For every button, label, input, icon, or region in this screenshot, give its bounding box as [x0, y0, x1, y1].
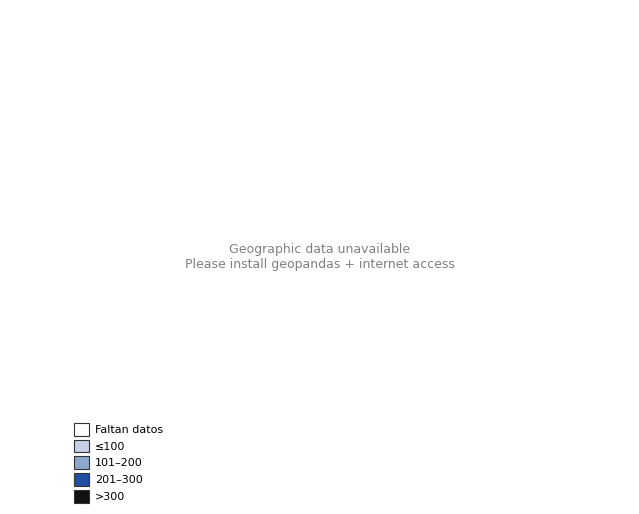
Legend: Faltan datos, ≤100, 101–200, 201–300, >300: Faltan datos, ≤100, 101–200, 201–300, >3…: [70, 418, 167, 507]
Text: Geographic data unavailable
Please install geopandas + internet access: Geographic data unavailable Please insta…: [185, 243, 454, 271]
